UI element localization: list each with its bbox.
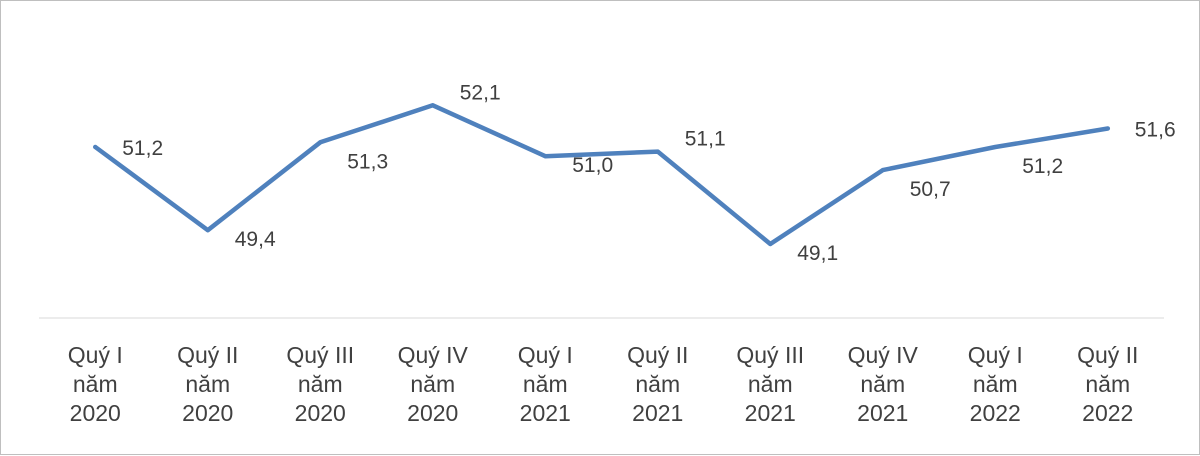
x-tick-label: Quý III năm 2021 <box>736 342 804 426</box>
data-label: 51,2 <box>122 137 163 160</box>
data-point <box>93 144 98 149</box>
x-tick-label: Quý IV năm 2020 <box>398 342 469 426</box>
x-tick-label: Quý II năm 2021 <box>627 342 688 426</box>
data-label: 51,0 <box>572 154 613 177</box>
data-label: 50,7 <box>910 178 951 201</box>
data-label: 51,3 <box>347 150 388 173</box>
x-tick-label: Quý II năm 2020 <box>177 342 238 426</box>
data-point <box>430 103 435 108</box>
data-point <box>993 144 998 149</box>
data-point <box>768 242 773 247</box>
data-point <box>1105 126 1110 131</box>
data-label: 51,2 <box>1022 155 1063 178</box>
data-label: 51,1 <box>685 128 726 151</box>
x-tick-label: Quý IV năm 2021 <box>848 342 919 426</box>
data-label: 49,4 <box>235 228 276 251</box>
x-tick-label: Quý II năm 2022 <box>1077 342 1138 426</box>
data-point <box>205 228 210 233</box>
data-point <box>880 168 885 173</box>
data-label: 49,1 <box>797 242 838 265</box>
data-label: 51,6 <box>1135 118 1176 141</box>
x-tick-label: Quý III năm 2020 <box>286 342 354 426</box>
data-point <box>655 149 660 154</box>
data-label: 52,1 <box>460 81 501 104</box>
data-point <box>543 154 548 159</box>
series-line <box>93 103 1111 247</box>
data-point <box>318 140 323 145</box>
